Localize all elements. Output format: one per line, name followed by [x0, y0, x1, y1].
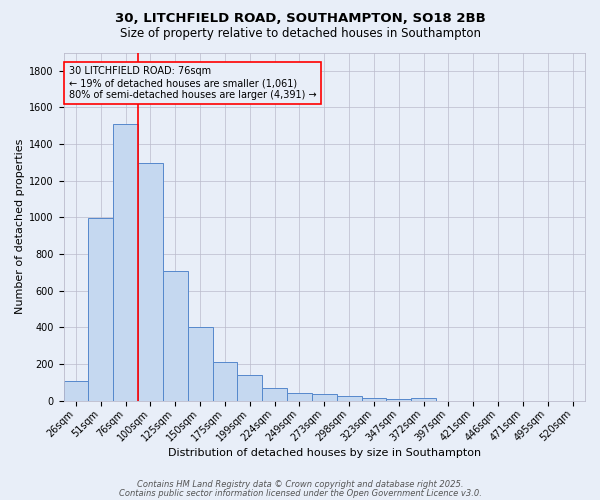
Bar: [287, 394, 312, 401]
Bar: [88, 218, 113, 401]
Text: Contains public sector information licensed under the Open Government Licence v3: Contains public sector information licen…: [119, 488, 481, 498]
Bar: [188, 326, 212, 401]
Text: Contains HM Land Registry data © Crown copyright and database right 2025.: Contains HM Land Registry data © Crown c…: [137, 480, 463, 489]
Bar: [411, 398, 436, 401]
Bar: [312, 394, 337, 401]
Bar: [64, 380, 88, 401]
Bar: [337, 396, 362, 401]
Bar: [138, 164, 163, 401]
Y-axis label: Number of detached properties: Number of detached properties: [15, 139, 25, 314]
Bar: [238, 375, 262, 401]
Text: Size of property relative to detached houses in Southampton: Size of property relative to detached ho…: [119, 28, 481, 40]
Bar: [362, 398, 386, 401]
Bar: [386, 399, 411, 401]
X-axis label: Distribution of detached houses by size in Southampton: Distribution of detached houses by size …: [167, 448, 481, 458]
Text: 30 LITCHFIELD ROAD: 76sqm
← 19% of detached houses are smaller (1,061)
80% of se: 30 LITCHFIELD ROAD: 76sqm ← 19% of detac…: [69, 66, 316, 100]
Bar: [262, 388, 287, 401]
Bar: [212, 362, 238, 401]
Text: 30, LITCHFIELD ROAD, SOUTHAMPTON, SO18 2BB: 30, LITCHFIELD ROAD, SOUTHAMPTON, SO18 2…: [115, 12, 485, 26]
Bar: [113, 124, 138, 401]
Bar: [163, 270, 188, 401]
